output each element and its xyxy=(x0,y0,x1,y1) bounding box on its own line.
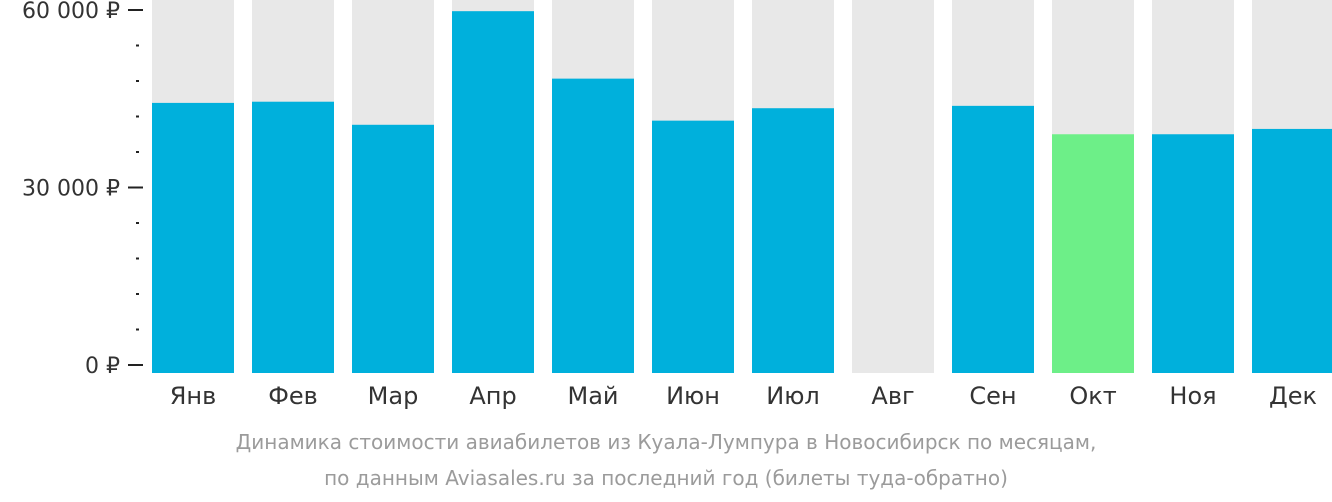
bar-10 xyxy=(1052,134,1134,373)
x-tick-label-1: Янв xyxy=(170,382,217,410)
x-tick-label-9: Сен xyxy=(969,382,1016,410)
x-tick-label-11: Ноя xyxy=(1169,382,1216,410)
x-tick-label-3: Мар xyxy=(368,382,419,410)
bar-2 xyxy=(252,101,334,373)
bar-11 xyxy=(1152,134,1234,373)
bar-12 xyxy=(1252,128,1332,373)
bar-background-8 xyxy=(852,0,934,373)
y-tick-label-3: 60 000 ₽ xyxy=(22,0,120,24)
x-tick-label-2: Фев xyxy=(268,382,318,410)
x-tick-label-8: Авг xyxy=(871,382,914,410)
x-tick-label-12: Дек xyxy=(1269,382,1317,410)
price-bar-chart: Янв Фев Мар Апр Май Июн Июл Авг Сен Окт Ноя Дек 0 ₽ 3… xyxy=(22,0,1332,410)
y-tick-label-1: 0 ₽ xyxy=(85,354,120,379)
bar-5 xyxy=(552,78,634,373)
bar-6 xyxy=(652,120,734,374)
bar-3 xyxy=(352,124,434,374)
x-tick-label-5: Май xyxy=(567,382,618,410)
y-tick-label-2: 30 000 ₽ xyxy=(22,177,120,202)
chart-caption-line-1: Динамика стоимости авиабилетов из Куала-… xyxy=(235,430,1097,454)
x-tick-label-7: Июл xyxy=(766,382,820,410)
x-tick-label-10: Окт xyxy=(1069,382,1116,410)
bar-7 xyxy=(752,108,834,373)
x-tick-label-6: Июн xyxy=(666,382,720,410)
bar-1 xyxy=(152,102,234,374)
bar-9 xyxy=(952,105,1034,373)
x-tick-label-4: Апр xyxy=(469,382,516,410)
bar-4 xyxy=(452,11,534,374)
chart-caption-line-2: по данным Aviasales.ru за последний год … xyxy=(324,466,1008,490)
